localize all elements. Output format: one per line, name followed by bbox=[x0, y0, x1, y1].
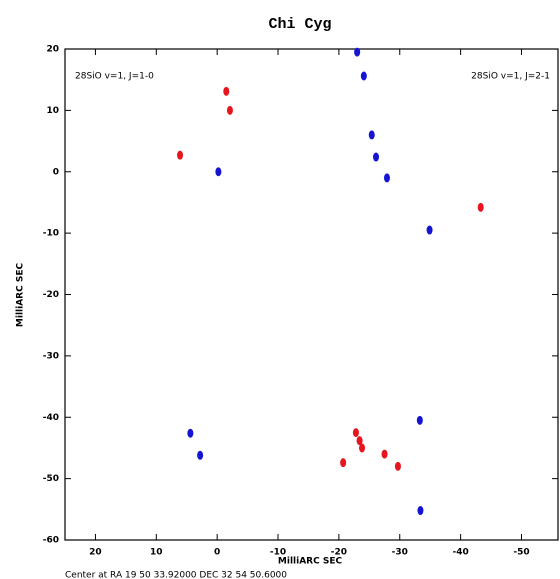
y-tick-label: 10 bbox=[46, 106, 59, 116]
maser-spot bbox=[187, 428, 194, 438]
maser-spot bbox=[359, 443, 366, 453]
legend-label: 28SiO v=1, J=2-1 bbox=[471, 72, 550, 82]
x-tick-label: -10 bbox=[270, 548, 286, 558]
maser-spot bbox=[368, 130, 375, 140]
maser-spot bbox=[356, 436, 363, 446]
maser-spot bbox=[416, 415, 423, 425]
maser-spot bbox=[226, 105, 233, 115]
maser-spot bbox=[383, 173, 390, 183]
x-tick-label: -20 bbox=[331, 548, 347, 558]
maser-spot bbox=[477, 202, 484, 212]
maser-spot bbox=[352, 428, 359, 438]
y-tick-label: -50 bbox=[43, 474, 59, 484]
y-tick-label: 20 bbox=[46, 45, 59, 55]
maser-spot bbox=[381, 449, 388, 459]
maser-spot bbox=[197, 450, 204, 460]
x-tick-label: 10 bbox=[150, 548, 163, 558]
y-tick-label: -10 bbox=[43, 229, 59, 239]
y-axis-label: MilliARC SEC bbox=[16, 263, 26, 328]
y-tick-label: -30 bbox=[43, 351, 59, 361]
maser-spot bbox=[426, 225, 433, 235]
x-tick-label: 0 bbox=[214, 548, 220, 558]
x-tick-label: -30 bbox=[392, 548, 408, 558]
maser-spot bbox=[373, 152, 380, 162]
chart-title: Chi Cyg bbox=[268, 16, 331, 33]
maser-spot bbox=[417, 506, 424, 516]
y-tick-label: -60 bbox=[43, 536, 59, 546]
legend-label: 28SiO v=1, J=1-0 bbox=[75, 72, 154, 82]
maser-spot bbox=[177, 150, 184, 160]
footer: Center at RA 19 50 33.92000 DEC 32 54 50… bbox=[65, 571, 287, 579]
maser-spot bbox=[215, 167, 222, 177]
maser-spot bbox=[394, 461, 401, 471]
maser-spot bbox=[340, 458, 347, 468]
maser-spot bbox=[354, 47, 361, 57]
x-tick-label: -40 bbox=[452, 548, 468, 558]
maser-spot bbox=[360, 71, 367, 81]
x-axis-label: MilliARC SEC bbox=[278, 557, 343, 567]
y-tick-label: -40 bbox=[43, 413, 59, 423]
y-tick-label: -20 bbox=[43, 290, 59, 300]
plot-frame bbox=[64, 48, 559, 541]
maser-spot bbox=[223, 86, 230, 96]
y-tick-label: 0 bbox=[53, 167, 59, 177]
x-tick-label: 20 bbox=[89, 548, 102, 558]
x-tick-label: -50 bbox=[513, 548, 529, 558]
